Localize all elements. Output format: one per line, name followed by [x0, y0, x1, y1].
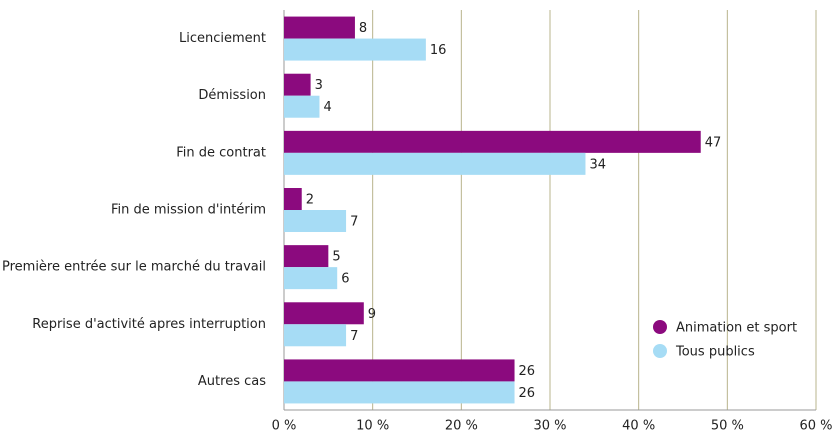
bar: [284, 210, 347, 232]
x-tick-label: 60 %: [799, 419, 832, 434]
x-tick-label: 50 %: [711, 419, 744, 434]
x-tick-label: 40 %: [622, 419, 655, 434]
bar: [284, 381, 515, 404]
legend-label: Tous publics: [675, 345, 755, 360]
value-label: 26: [519, 364, 536, 379]
value-label: 26: [519, 386, 536, 401]
value-label: 3: [315, 78, 323, 93]
bar: [284, 38, 426, 61]
bar: [284, 95, 320, 118]
bar: [284, 359, 515, 382]
y-tick-label: Fin de mission d'intérim: [111, 203, 266, 218]
value-label: 8: [359, 21, 367, 36]
value-label: 34: [589, 157, 606, 172]
bar: [284, 16, 355, 39]
value-label: 4: [323, 100, 331, 115]
legend-marker: [653, 320, 667, 334]
value-label: 2: [306, 193, 314, 208]
value-label: 5: [332, 250, 340, 265]
bar: [284, 188, 302, 210]
bar: [284, 267, 338, 290]
y-tick-label: Première entrée sur le marché du travail: [2, 260, 266, 275]
value-label: 9: [368, 307, 376, 322]
value-label: 16: [430, 43, 447, 58]
legend-marker: [653, 344, 667, 358]
bar: [284, 302, 364, 325]
value-label: 7: [350, 329, 358, 344]
bar: [284, 152, 586, 175]
y-tick-label: Reprise d'activité apres interruption: [32, 317, 266, 332]
value-label: 7: [350, 215, 358, 230]
bar: [284, 73, 311, 96]
x-tick-label: 30 %: [533, 419, 566, 434]
x-tick-label: 20 %: [445, 419, 478, 434]
bar: [284, 245, 329, 268]
y-tick-label: Démission: [198, 88, 266, 103]
bar: [284, 324, 347, 347]
y-tick-label: Fin de contrat: [176, 145, 266, 160]
value-label: 6: [341, 272, 349, 287]
legend-label: Animation et sport: [676, 321, 797, 336]
x-tick-label: 0 %: [272, 419, 297, 434]
value-label: 47: [705, 135, 722, 150]
bar: [284, 130, 701, 153]
x-tick-label: 10 %: [356, 419, 389, 434]
y-tick-label: Autres cas: [198, 374, 266, 389]
y-tick-label: Licenciement: [179, 31, 266, 46]
